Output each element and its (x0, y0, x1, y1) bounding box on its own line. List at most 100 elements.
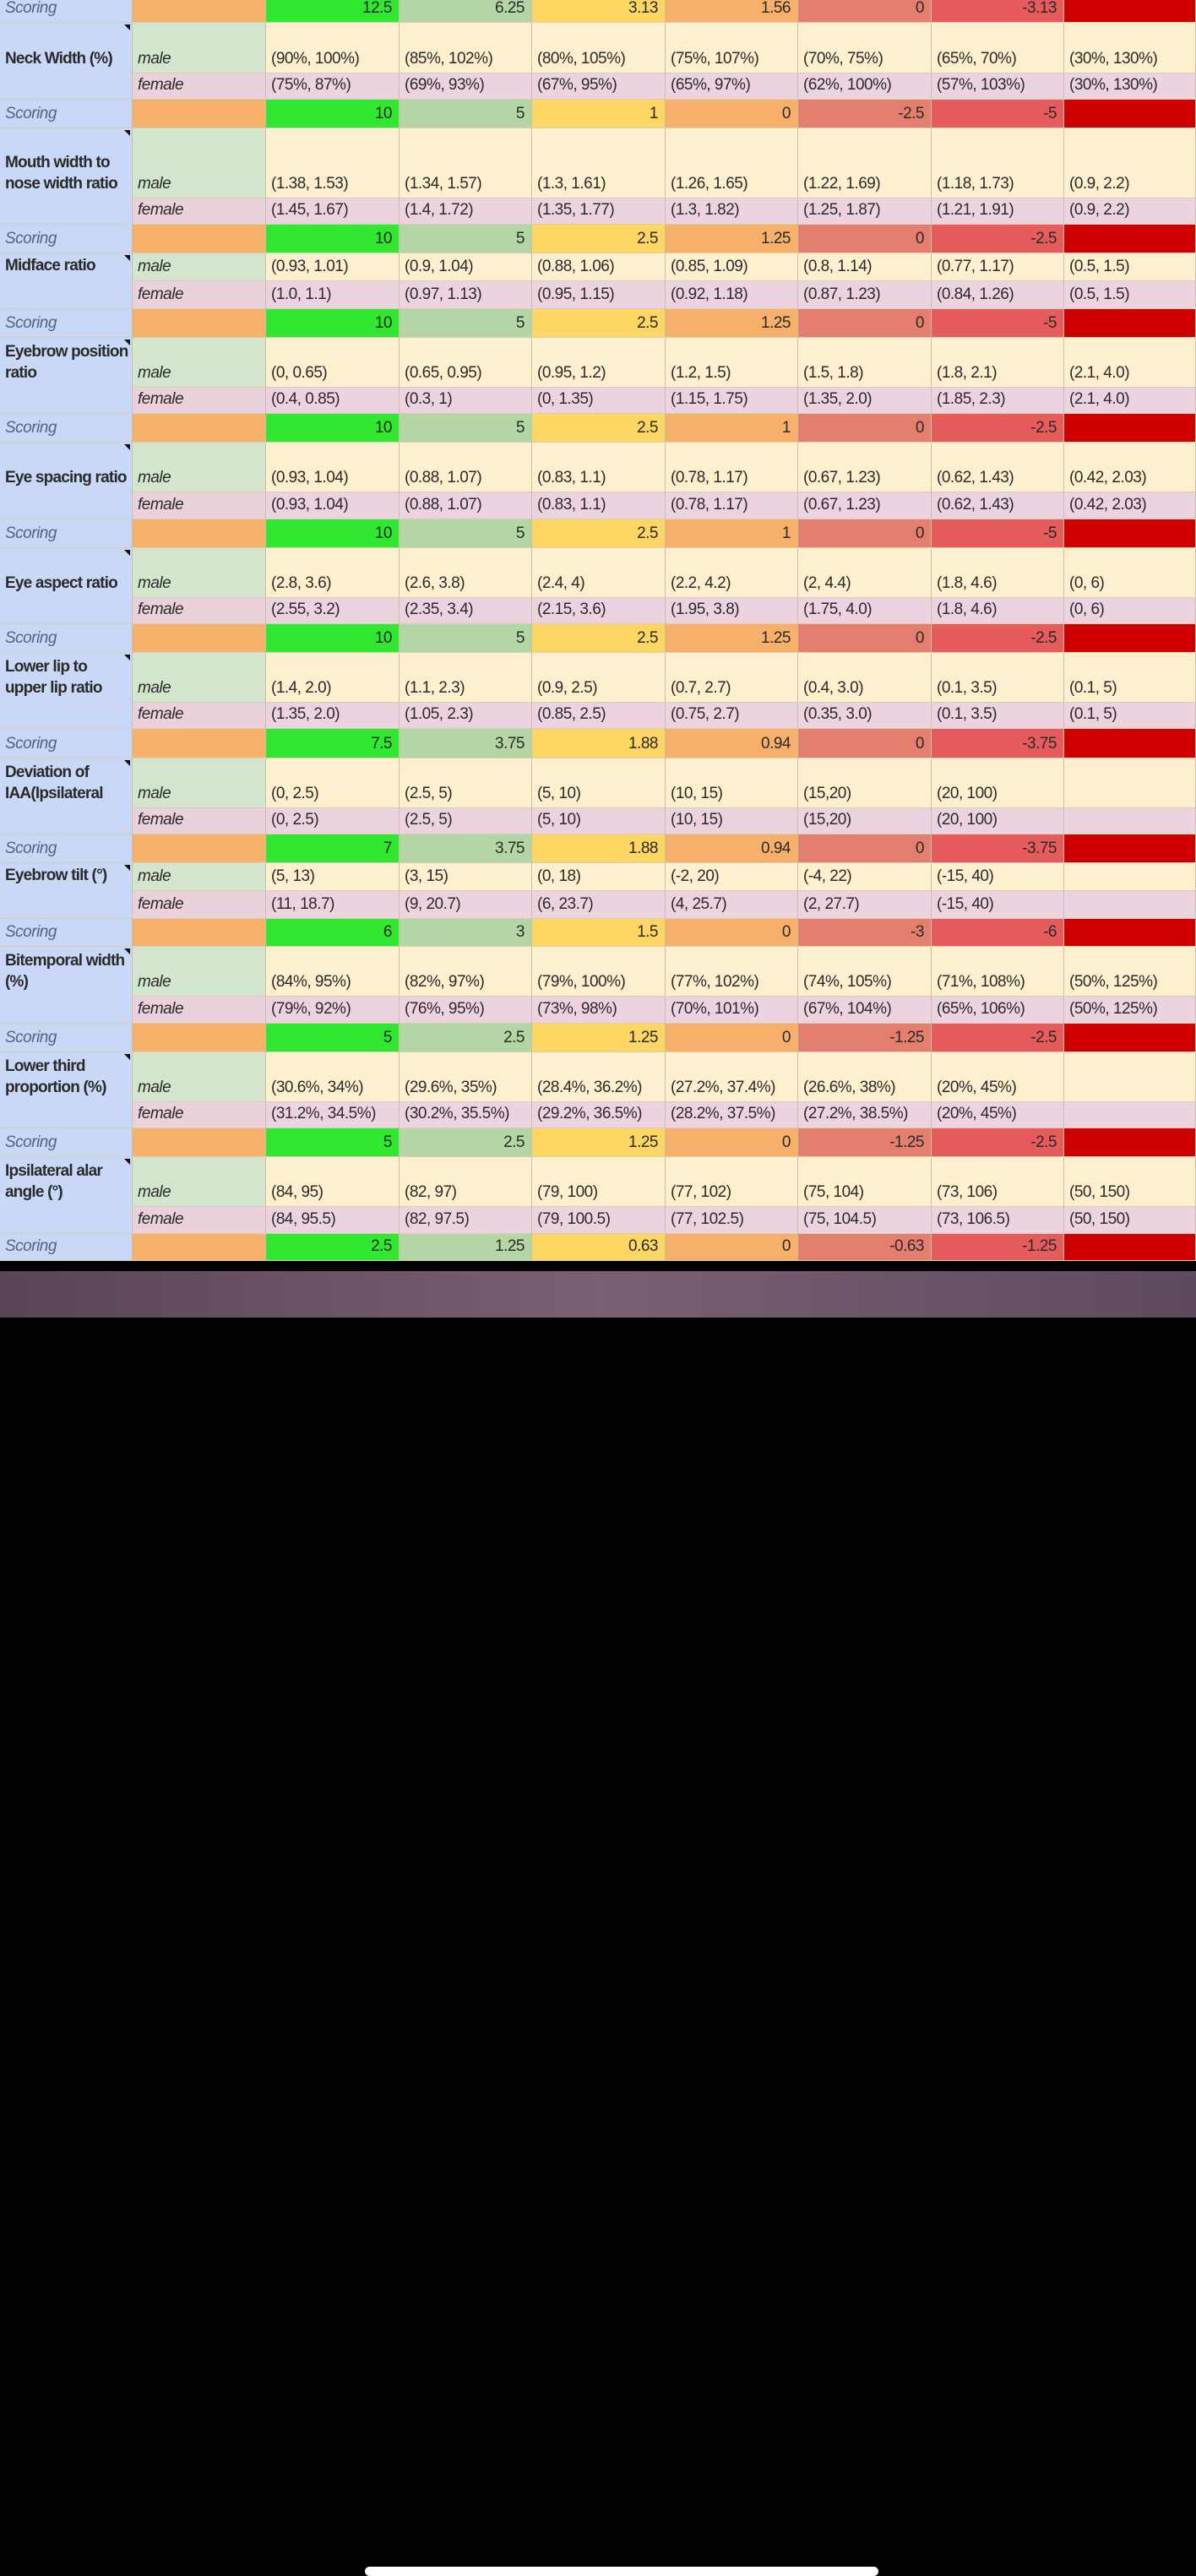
score-cell: -2.5 (932, 1024, 1064, 1052)
score-value: 0 (915, 314, 925, 332)
male-cell: (0, 2.5) (266, 758, 400, 808)
range-value: (69%, 93%) (405, 76, 485, 94)
scoring-label: Scoring (5, 735, 57, 753)
range-value: (1.35, 2.0) (271, 705, 340, 723)
blank-cell (133, 919, 266, 947)
score-cell: 0 (666, 1234, 798, 1261)
range-value: (20, 100) (937, 785, 998, 802)
range-value: (67%, 104%) (803, 1000, 892, 1018)
range-value: (0.92, 1.18) (671, 285, 748, 303)
male-cell: (1.8, 2.1) (932, 338, 1064, 388)
female-cell: (0.88, 1.07) (400, 492, 532, 519)
male-cell: (1.38, 1.53) (266, 128, 400, 198)
range-value: (79, 100.5) (537, 1210, 611, 1228)
row-label-cell: Scoring (0, 414, 133, 443)
home-indicator[interactable] (365, 2567, 878, 2576)
score-cell: 5 (400, 100, 532, 128)
score-cell: 1.25 (400, 1234, 532, 1261)
range-value: (0.5, 1.5) (1069, 258, 1130, 275)
female-cell: (62%, 100%) (798, 73, 932, 100)
score-cell: 0 (666, 919, 798, 947)
male-cell: (5, 13) (266, 863, 400, 891)
female-cell: (1.45, 1.67) (266, 198, 400, 225)
score-value: 1 (649, 105, 659, 122)
female-cell: (50%, 125%) (1064, 997, 1196, 1024)
female-cell: (15,20) (798, 808, 932, 834)
score-cell: 10 (266, 624, 400, 653)
score-cell: 1.5 (532, 919, 666, 947)
score-value: -5 (1043, 105, 1057, 122)
score-value: 5 (515, 105, 525, 122)
male-cell: (2.2, 4.2) (666, 548, 798, 598)
score-value: 2.5 (637, 629, 658, 647)
range-value: (50%, 125%) (1069, 973, 1158, 991)
female-cell: (1.85, 2.3) (932, 388, 1064, 414)
row-label-cell: Scoring (0, 519, 133, 548)
score-cell: -5 (932, 309, 1064, 338)
range-value: (0.42, 2.03) (1069, 469, 1147, 486)
score-cell: 1.25 (666, 309, 798, 338)
male-cell: (0.65, 0.95) (400, 338, 532, 388)
score-cell: -5 (932, 519, 1064, 548)
score-value: 0 (781, 923, 791, 941)
range-value: (-15, 40) (937, 895, 994, 913)
female-cell: (1.75, 4.0) (798, 598, 932, 624)
range-value: (0.9, 2.2) (1069, 175, 1130, 193)
range-value: (2.8, 3.6) (271, 574, 332, 592)
female-cell: (30%, 130%) (1064, 73, 1196, 100)
range-value: (20%, 45%) (937, 1079, 1017, 1096)
male-cell: (1.4, 2.0) (266, 653, 400, 703)
female-cell: (50, 150) (1064, 1207, 1196, 1234)
score-cell: -1.25 (798, 1024, 932, 1052)
score-cell: -3.75 (932, 729, 1064, 758)
female-cell: (28.2%, 37.5%) (666, 1102, 798, 1128)
sex-cell: male (133, 23, 266, 73)
metric-label: Neck Width (%) (5, 50, 113, 68)
male-cell: (0.5, 1.5) (1064, 253, 1196, 281)
male-cell: (84%, 95%) (266, 947, 400, 997)
score-cell: 7.5 (266, 729, 400, 758)
score-value: 1.25 (761, 230, 791, 247)
male-cell: (-2, 20) (666, 863, 798, 891)
score-value: 0 (915, 735, 925, 753)
score-value: 5 (383, 1029, 393, 1046)
range-value: (20%, 45%) (937, 1105, 1017, 1122)
male-cell (1064, 758, 1196, 808)
female-cell: (27.2%, 38.5%) (798, 1102, 932, 1128)
score-cell: 0 (798, 624, 932, 653)
range-value: (82%, 97%) (405, 973, 485, 991)
range-value: (79, 100) (537, 1183, 598, 1201)
male-cell: (1.2, 1.5) (666, 338, 798, 388)
male-cell: (15,20) (798, 758, 932, 808)
female-cell: (70%, 101%) (666, 997, 798, 1024)
female-cell: (0.95, 1.15) (532, 281, 666, 309)
score-value: -1.25 (1022, 1237, 1057, 1255)
male-cell: (27.2%, 37.4%) (666, 1052, 798, 1102)
male-cell: (26.6%, 38%) (798, 1052, 932, 1102)
range-value: (2.5, 5) (405, 785, 453, 802)
male-cell: (79%, 100%) (532, 947, 666, 997)
range-value: (57%, 103%) (937, 76, 1025, 94)
score-value: 0 (915, 629, 925, 647)
score-cell: 12.5 (266, 0, 400, 23)
range-value: (1.5, 1.8) (803, 364, 864, 382)
score-value: 6.25 (495, 0, 525, 17)
range-value: (0.88, 1.07) (405, 496, 482, 514)
male-cell: (77%, 102%) (666, 947, 798, 997)
male-cell: (0.93, 1.01) (266, 253, 400, 281)
range-value: (84, 95) (271, 1183, 323, 1201)
score-cell: 2.5 (400, 1128, 532, 1157)
score-cell: 0 (666, 1024, 798, 1052)
range-value: (0.77, 1.17) (937, 258, 1014, 275)
metric-label: Midface ratio (5, 257, 96, 274)
range-value: (84%, 95%) (271, 973, 351, 991)
score-cell: -3.13 (932, 0, 1064, 23)
metric-label: Mouth width to nose width ratio (5, 154, 118, 193)
score-value: 5 (515, 629, 525, 647)
range-value: (2.2, 4.2) (671, 574, 731, 592)
score-value: 5 (515, 419, 525, 437)
sex-cell: female (133, 388, 266, 414)
range-value: (90%, 100%) (271, 50, 360, 68)
range-value: (0.62, 1.43) (937, 496, 1014, 514)
sex-label: female (138, 285, 184, 303)
